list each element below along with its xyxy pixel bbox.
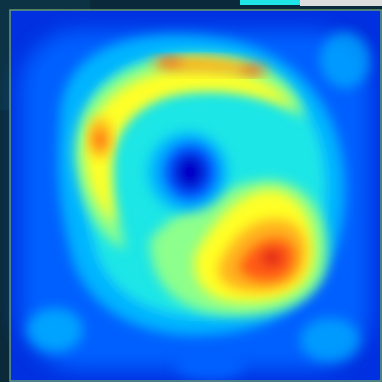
top-right-edge-strip <box>300 0 382 6</box>
inner-core <box>148 132 228 212</box>
hotspot-left <box>88 118 112 158</box>
yellow-arc-top <box>85 68 295 225</box>
top-edge-cyan-strip <box>240 0 300 5</box>
hotspot-top <box>150 56 270 75</box>
outer-blobs <box>27 32 370 379</box>
hotspot-bottom-right <box>218 219 307 293</box>
map-frame <box>9 9 382 382</box>
map-area <box>10 10 382 382</box>
